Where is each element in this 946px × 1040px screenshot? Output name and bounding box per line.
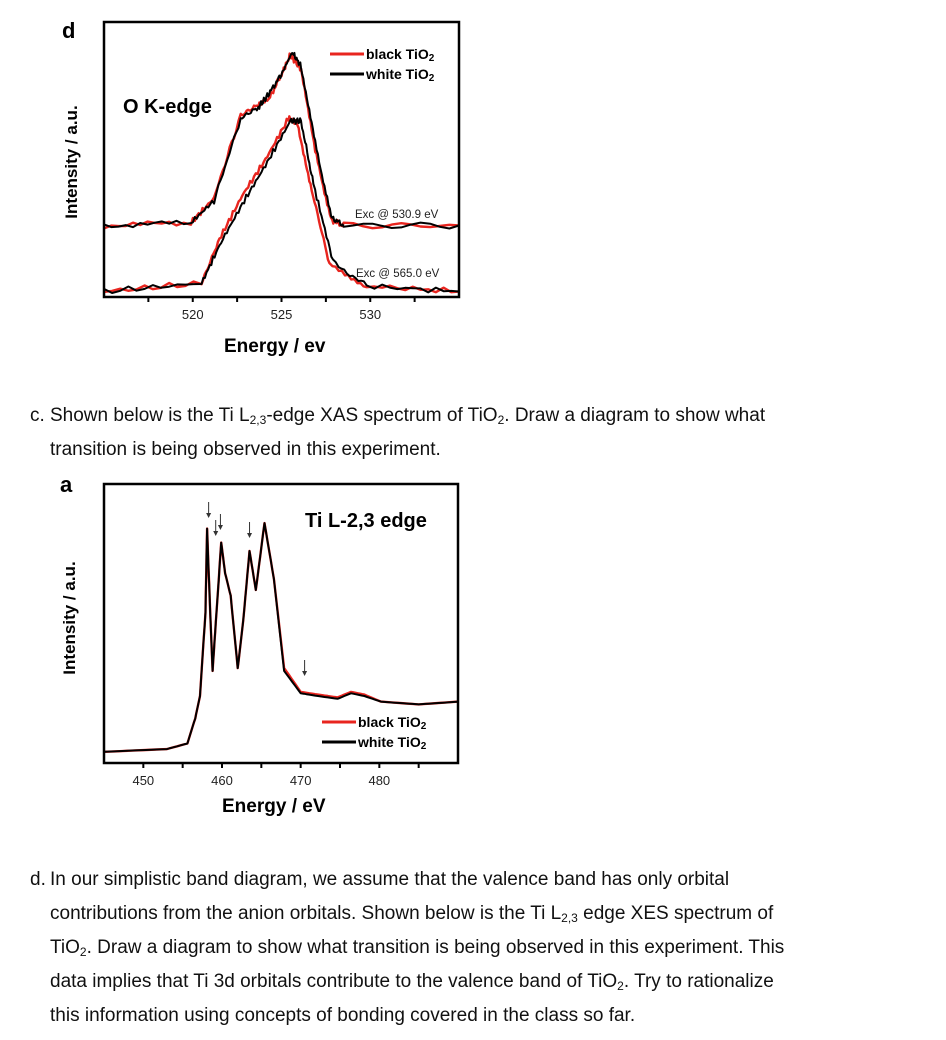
subscript: 2,3: [249, 413, 267, 427]
text-segment: edge XES spectrum of: [577, 903, 774, 924]
question-c-marker: c.: [30, 405, 45, 426]
text-line: transition is being observed in this exp…: [50, 433, 765, 467]
text-line: TiO2. Draw a diagram to show what transi…: [50, 931, 784, 965]
peak-arrowhead: [247, 533, 253, 538]
text-line: this information using concepts of bondi…: [50, 999, 784, 1033]
text-segment: . Try to rationalize: [623, 971, 774, 992]
question-d-text: In our simplistic band diagram, we assum…: [50, 863, 784, 1033]
excitation-annotation: Exc @ 530.9 eV: [355, 209, 439, 221]
peak-arrowhead: [302, 671, 308, 676]
legend-label: black TiO2: [366, 46, 435, 64]
series-line-white-tio2: [103, 522, 459, 753]
chart-label: Ti L-2,3 edge: [305, 510, 427, 532]
series-line-white-tio2: [103, 51, 460, 230]
x-tick-label: 460: [211, 773, 233, 788]
o-k-edge-chart: 520 525 530 black TiO2 white TiO2 O K-edge Exc…: [102, 20, 461, 322]
text-segment: TiO: [50, 937, 80, 958]
x-tick-label: 450: [132, 773, 154, 788]
legend-label: white TiO2: [357, 734, 427, 752]
x-tick-label: 480: [368, 773, 390, 788]
series-line-black-tio2: [103, 115, 460, 294]
peak-arrowhead: [217, 525, 223, 530]
x-tick-label: 525: [271, 307, 293, 322]
text-segment: transition is being observed in this exp…: [50, 439, 441, 460]
text-segment: Shown below is the Ti L: [50, 405, 250, 426]
text-segment: contributions from the anion orbitals. S…: [50, 903, 562, 924]
text-line: contributions from the anion orbitals. S…: [50, 897, 784, 931]
peak-arrowhead: [213, 531, 219, 536]
panel-letter-d: d: [62, 18, 76, 43]
x-tick-label: 530: [359, 307, 381, 322]
x-tick-label: 470: [290, 773, 312, 788]
x-axis-label: Energy / eV: [222, 796, 326, 817]
question-d-marker: d.: [30, 869, 46, 890]
text-line: Shown below is the Ti L2,3-edge XAS spec…: [50, 399, 765, 433]
text-segment: -edge XAS spectrum of TiO: [266, 405, 498, 426]
panel-letter-a: a: [60, 472, 73, 497]
excitation-annotation: Exc @ 565.0 eV: [356, 268, 440, 280]
legend-label: white TiO2: [365, 66, 435, 84]
subscript: 2,3: [561, 911, 578, 925]
text-segment: this information using concepts of bondi…: [50, 1005, 636, 1026]
text-segment: In our simplistic band diagram, we assum…: [50, 869, 730, 890]
text-line: In our simplistic band diagram, we assum…: [50, 863, 784, 897]
text-line: data implies that Ti 3d orbitals contrib…: [50, 965, 784, 999]
subscript: 2: [617, 979, 624, 993]
text-segment: data implies that Ti 3d orbitals contrib…: [50, 971, 618, 992]
series-line-white-tio2: [103, 117, 460, 294]
legend-label: black TiO2: [358, 714, 427, 732]
peak-arrowhead: [206, 513, 212, 518]
plot-frame: [102, 20, 461, 299]
ti-l23-edge-chart: 450 460 470 480 black TiO2 white TiO2 Ti L-2,3…: [102, 482, 460, 788]
x-tick-label: 520: [182, 307, 204, 322]
chart-label: O K-edge: [123, 96, 212, 118]
x-axis-label: Energy / ev: [224, 336, 326, 357]
text-segment: . Draw a diagram to show what transition…: [86, 937, 785, 958]
question-c-text: Shown below is the Ti L2,3-edge XAS spec…: [50, 399, 765, 467]
subscript: 2: [79, 945, 87, 959]
subscript: 2: [497, 413, 505, 427]
plot-frame: [102, 482, 460, 765]
text-segment: . Draw a diagram to show what: [504, 405, 766, 426]
